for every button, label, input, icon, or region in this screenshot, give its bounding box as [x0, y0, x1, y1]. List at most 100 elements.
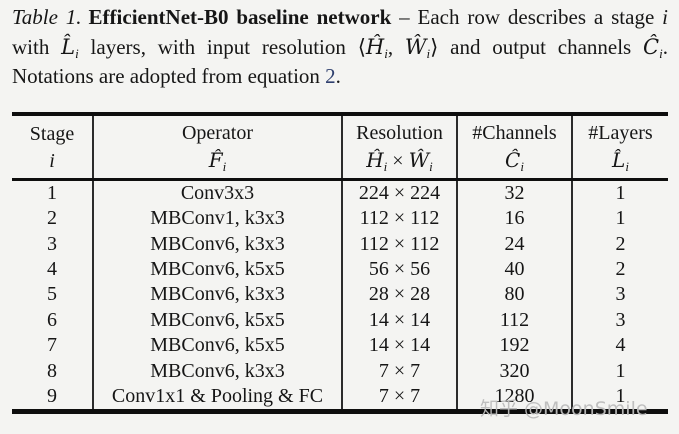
col-header-math: L̂i: [574, 147, 668, 177]
cell-channels: 16: [456, 206, 572, 232]
math-var-H-hat: Ĥ: [365, 34, 385, 59]
math-subscript: i: [222, 159, 227, 174]
cell-channels: 32: [456, 179, 572, 206]
table-row: 6 MBConv6, k5x5 14 × 14 112 3: [12, 307, 668, 333]
table-row: 1 Conv3x3 224 × 224 32 1: [12, 179, 668, 206]
caption-text: with: [12, 34, 62, 59]
cell-operator: Conv3x3: [92, 179, 342, 206]
caption-text: – Each row describes a stage: [391, 5, 663, 29]
math-subscript: i: [384, 45, 388, 61]
math-var-C-hat: Ĉ: [643, 34, 660, 59]
math-var-L-hat: L̂: [61, 34, 76, 59]
cell-layers: 1: [571, 179, 668, 206]
table-row: 4 MBConv6, k5x5 56 × 56 40 2: [12, 256, 668, 283]
math-subscript: i: [426, 45, 431, 61]
cell-layers: 1: [571, 383, 668, 412]
table-row: 3 MBConv6, k3x3 112 × 112 24 2: [12, 231, 668, 257]
col-header-stage: Stage i: [12, 114, 93, 181]
math-var-i: i: [49, 149, 55, 172]
cell-channels: 40: [456, 256, 572, 283]
cell-resolution: 7 × 7: [341, 383, 457, 412]
cell-layers: 3: [571, 307, 668, 333]
math-var-H-hat: Ĥ: [366, 148, 384, 172]
cell-operator: MBConv6, k5x5: [92, 256, 342, 283]
math-subscript: i: [625, 159, 629, 174]
caption-title: EfficientNet-B0 baseline network: [88, 5, 392, 29]
col-header-label: Stage: [29, 122, 75, 145]
math-var-L-hat: L̂: [612, 148, 626, 172]
cell-channels: 1280: [456, 383, 572, 412]
table-row: 2 MBConv1, k3x3 112 × 112 16 1: [12, 206, 668, 232]
cell-channels: 320: [456, 358, 572, 384]
cell-channels: 80: [456, 282, 572, 308]
cell-channels: 192: [456, 332, 572, 359]
col-header-label: Operator: [181, 122, 254, 144]
cell-stage: 9: [47, 384, 57, 407]
cell-operator: MBConv6, k3x3: [92, 231, 342, 257]
math-var-i: i: [662, 5, 668, 29]
cell-stage: 5: [47, 283, 57, 306]
times-sign: ×: [387, 150, 409, 172]
caption-text: . Notations are adopted from equation: [12, 34, 668, 89]
col-header-math: F̂i: [95, 147, 341, 177]
cell-stage: 7: [47, 334, 57, 357]
zhihu-watermark: 知乎 @MoonSmile: [480, 398, 648, 420]
cell-channels: 24: [456, 231, 572, 257]
col-header-label: #Layers: [588, 122, 653, 144]
table-header: Stage i Operator F̂i Resolution Ĥi × Ŵi …: [12, 114, 668, 181]
col-header-label: #Channels: [472, 122, 557, 144]
cell-operator: MBConv6, k3x3: [92, 358, 342, 384]
math-subscript: i: [383, 159, 388, 174]
table-body: 1 Conv3x3 224 × 224 32 1 2 MBConv1, k3x3…: [12, 179, 668, 412]
equation-reference-link[interactable]: 2: [325, 64, 336, 88]
cell-resolution: 14 × 14: [341, 307, 457, 333]
col-header-channels: #Channels Ĉi: [456, 114, 572, 181]
cell-layers: 2: [571, 231, 668, 257]
cell-stage: 1: [47, 182, 57, 204]
math-var-C-hat: Ĉ: [505, 148, 521, 172]
cell-operator: MBConv6, k5x5: [92, 332, 342, 359]
col-header-label: Resolution: [356, 122, 443, 144]
caption-label: Table 1.: [12, 5, 82, 29]
col-header-layers: #Layers L̂i: [571, 114, 668, 181]
col-header-operator: Operator F̂i: [92, 114, 342, 181]
math-var-W-hat: Ŵ: [408, 148, 430, 172]
math-var-W-hat: Ŵ: [404, 34, 427, 59]
cell-stage: 4: [47, 257, 57, 280]
angle-bracket-right: ⟩: [430, 34, 439, 59]
cell-resolution: 14 × 14: [341, 332, 457, 359]
caption-text: and output channels: [438, 34, 644, 59]
cell-resolution: 28 × 28: [341, 282, 457, 308]
col-header-math: i: [12, 148, 92, 177]
math-var-F-hat: F̂: [208, 148, 223, 172]
cell-layers: 1: [571, 206, 668, 232]
cell-resolution: 112 × 112: [341, 206, 457, 232]
col-header-math: Ĥi × Ŵi: [344, 147, 456, 177]
table-caption: Table 1. EfficientNet-B0 baseline network…: [12, 3, 668, 92]
col-header-resolution: Resolution Ĥi × Ŵi: [341, 114, 457, 181]
cell-resolution: 224 × 224: [341, 179, 457, 206]
math-subscript: i: [659, 45, 663, 61]
cell-stage: 3: [47, 232, 57, 255]
table-row: 5 MBConv6, k3x3 28 × 28 80 3: [12, 282, 668, 308]
table-row: 8 MBConv6, k3x3 7 × 7 320 1: [12, 358, 668, 384]
cell-operator: MBConv6, k3x3: [92, 282, 342, 308]
cell-resolution: 7 × 7: [341, 358, 457, 384]
cell-channels: 112: [456, 307, 572, 333]
math-subscript: i: [429, 159, 433, 174]
cell-resolution: 56 × 56: [341, 256, 457, 283]
cell-layers: 4: [571, 332, 668, 359]
cell-operator: MBConv6, k5x5: [92, 307, 342, 333]
table-row: 9 Conv1x1 & Pooling & FC 7 × 7 1280 1: [12, 383, 668, 412]
cell-resolution: 112 × 112: [341, 231, 457, 257]
caption-text: ,: [387, 34, 405, 59]
math-subscript: i: [520, 159, 524, 174]
math-subscript: i: [75, 45, 79, 61]
header-row: Stage i Operator F̂i Resolution Ĥi × Ŵi …: [12, 114, 668, 181]
caption-text: layers, with input resolution: [78, 34, 358, 59]
cell-layers: 2: [571, 256, 668, 283]
caption-text: .: [335, 64, 341, 88]
cell-stage: 8: [47, 359, 57, 382]
efficientnet-b0-table: Stage i Operator F̂i Resolution Ĥi × Ŵi …: [12, 112, 668, 414]
